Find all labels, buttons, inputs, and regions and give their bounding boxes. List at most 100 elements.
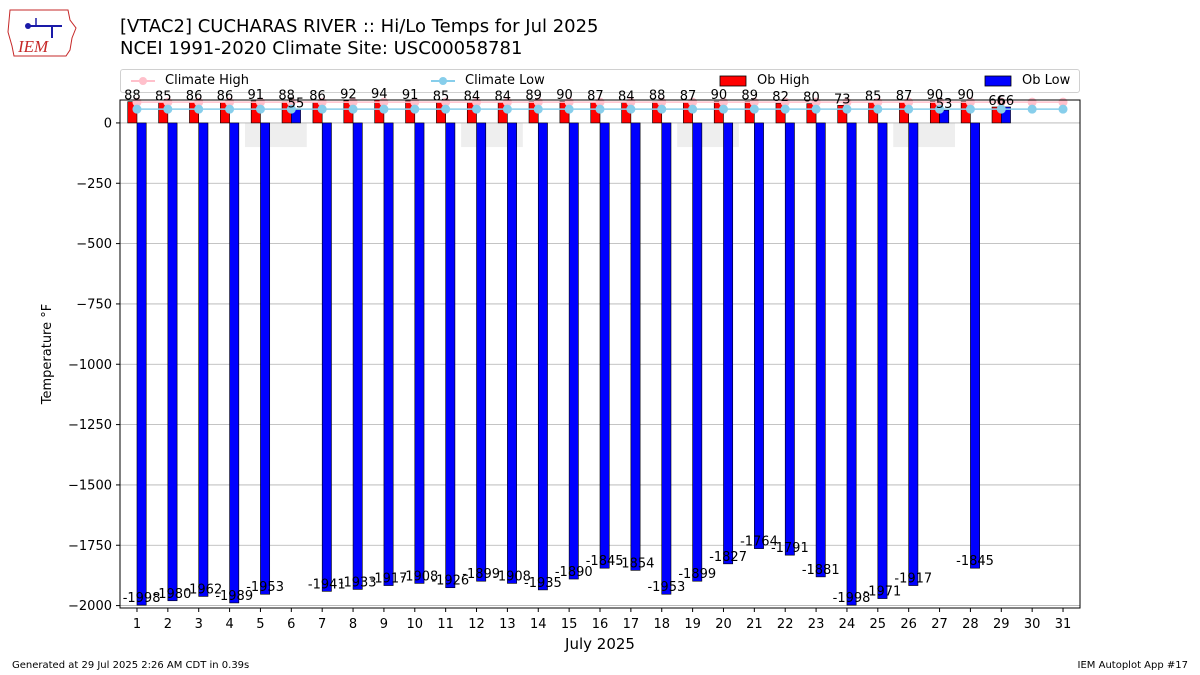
ob-high-label-22: 82 bbox=[772, 90, 789, 105]
x-tick-label-2: 2 bbox=[164, 617, 172, 632]
x-tick-label-27: 27 bbox=[931, 617, 948, 632]
climate-low-point-20 bbox=[718, 104, 728, 114]
ob-low-label-22: -1791 bbox=[771, 541, 809, 556]
y-tick-label--2000: −2000 bbox=[68, 599, 112, 614]
ob-low-bar-12 bbox=[476, 122, 487, 582]
climate-low-point-21 bbox=[749, 104, 759, 114]
ob-low-label-24: -1998 bbox=[833, 591, 871, 606]
climate-low-point-31 bbox=[1058, 104, 1068, 114]
chart-title: [VTAC2] CUCHARAS RIVER :: Hi/Lo Temps fo… bbox=[120, 16, 599, 60]
ob-low-bar-25 bbox=[877, 122, 888, 599]
ob-high-label-1: 88 bbox=[124, 89, 141, 104]
x-tick-label-8: 8 bbox=[349, 617, 357, 632]
app-note: IEM Autoplot App #17 bbox=[1077, 660, 1188, 671]
x-tick-label-12: 12 bbox=[468, 617, 485, 632]
climate-low-point-9 bbox=[379, 104, 389, 114]
iem-logo: IEM bbox=[7, 9, 77, 57]
y-tick-label--1500: −1500 bbox=[68, 478, 112, 493]
ob-low-label-6: 55 bbox=[288, 97, 305, 112]
x-tick-label-4: 4 bbox=[225, 617, 233, 632]
climate-low-point-16 bbox=[595, 104, 605, 114]
x-tick-label-15: 15 bbox=[561, 617, 578, 632]
ob-high-label-19: 87 bbox=[680, 89, 697, 104]
ob-low-label-13: -1908 bbox=[493, 569, 531, 584]
x-tick-label-24: 24 bbox=[839, 617, 856, 632]
ob-low-bar-5 bbox=[260, 122, 271, 595]
x-axis-label: July 2025 bbox=[564, 635, 635, 653]
ob-low-bar-11 bbox=[445, 122, 456, 589]
title-line-1: [VTAC2] CUCHARAS RIVER :: Hi/Lo Temps fo… bbox=[120, 16, 599, 37]
legend-ob-high-swatch bbox=[719, 75, 747, 86]
x-tick-label-25: 25 bbox=[870, 617, 887, 632]
ob-low-label-8: -1933 bbox=[339, 575, 377, 590]
x-tick-label-17: 17 bbox=[623, 617, 640, 632]
y-tick-label--1750: −1750 bbox=[68, 539, 112, 554]
climate-low-point-2 bbox=[163, 104, 173, 114]
ob-low-label-9: -1917 bbox=[370, 572, 408, 587]
ob-low-bar-19 bbox=[692, 122, 703, 582]
ob-high-label-17: 84 bbox=[618, 90, 635, 105]
ob-low-label-12: -1899 bbox=[462, 567, 500, 582]
ob-low-label-2: -1980 bbox=[154, 587, 192, 602]
climate-low-point-23 bbox=[811, 104, 821, 114]
ob-high-label-16: 87 bbox=[587, 89, 604, 104]
ob-high-label-15: 90 bbox=[556, 88, 573, 103]
ob-low-bar-28 bbox=[970, 122, 980, 569]
ob-high-label-18: 88 bbox=[649, 89, 666, 104]
ob-low-label-25: -1971 bbox=[864, 585, 902, 600]
y-tick-label--250: −250 bbox=[76, 177, 112, 192]
ob-high-label-29: 66 bbox=[988, 94, 1005, 109]
ob-low-label-14: -1935 bbox=[524, 576, 562, 591]
x-tick-label-11: 11 bbox=[437, 617, 454, 632]
climate-low-point-25 bbox=[873, 104, 883, 114]
climate-low-point-1 bbox=[132, 104, 142, 114]
climate-low-point-7 bbox=[317, 104, 327, 114]
ob-high-label-12: 84 bbox=[464, 90, 481, 105]
legend-ob-low-label: Ob Low bbox=[1022, 73, 1071, 88]
x-tick-label-13: 13 bbox=[499, 617, 516, 632]
x-tick-label-23: 23 bbox=[808, 617, 825, 632]
x-tick-label-14: 14 bbox=[530, 617, 547, 632]
climate-low-point-5 bbox=[255, 104, 265, 114]
climate-low-point-17 bbox=[626, 104, 636, 114]
ob-high-label-11: 85 bbox=[433, 89, 450, 104]
logo-text: IEM bbox=[17, 37, 49, 56]
ob-high-bar-24 bbox=[837, 105, 848, 124]
x-tick-label-3: 3 bbox=[195, 617, 203, 632]
climate-low-point-22 bbox=[780, 104, 790, 114]
ob-high-label-27: 90 bbox=[927, 88, 944, 103]
x-tick-label-16: 16 bbox=[592, 617, 609, 632]
ob-low-bar-15 bbox=[568, 122, 579, 580]
climate-low-point-11 bbox=[441, 104, 451, 114]
climate-low-point-15 bbox=[564, 104, 574, 114]
ob-low-label-20: -1827 bbox=[709, 550, 747, 565]
ob-high-label-23: 80 bbox=[803, 91, 820, 106]
climate-low-point-26 bbox=[904, 104, 914, 114]
x-tick-label-1: 1 bbox=[133, 617, 141, 632]
climate-low-point-19 bbox=[688, 104, 698, 114]
ob-low-bar-2 bbox=[167, 122, 178, 602]
ob-high-label-10: 91 bbox=[402, 88, 419, 103]
climate-low-point-13 bbox=[502, 104, 512, 114]
climate-low-point-24 bbox=[842, 104, 852, 114]
climate-low-point-29 bbox=[996, 104, 1006, 114]
ob-low-bar-13 bbox=[507, 122, 517, 584]
ob-high-label-9: 94 bbox=[371, 87, 388, 102]
climate-low-point-4 bbox=[225, 104, 235, 114]
y-tick-label--1000: −1000 bbox=[68, 358, 112, 373]
climate-low-point-3 bbox=[194, 104, 204, 114]
ob-high-label-14: 89 bbox=[525, 88, 542, 103]
title-line-2: NCEI 1991-2020 Climate Site: USC00058781 bbox=[120, 38, 523, 59]
ob-low-bar-29 bbox=[1000, 106, 1011, 124]
climate-low-point-30 bbox=[1027, 104, 1037, 114]
ob-low-bar-26 bbox=[908, 122, 919, 586]
x-tick-label-31: 31 bbox=[1055, 617, 1072, 632]
x-tick-label-26: 26 bbox=[900, 617, 917, 632]
ob-low-bar-18 bbox=[661, 122, 672, 595]
legend-climate-high-swatch bbox=[131, 76, 155, 85]
ob-high-label-26: 87 bbox=[896, 89, 913, 104]
x-tick-label-18: 18 bbox=[653, 617, 670, 632]
climate-low-point-8 bbox=[348, 104, 358, 114]
y-tick-label--750: −750 bbox=[76, 297, 112, 312]
